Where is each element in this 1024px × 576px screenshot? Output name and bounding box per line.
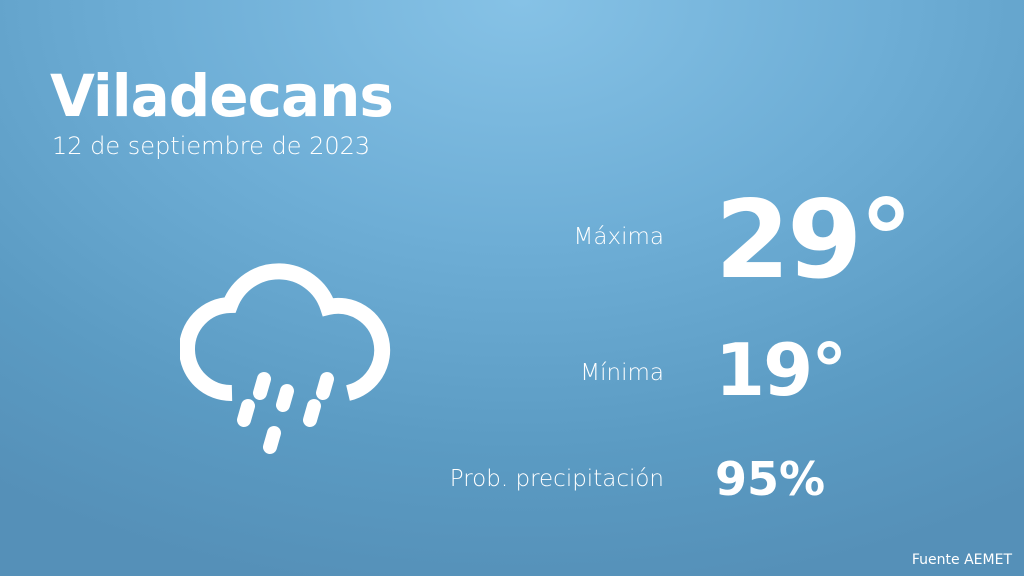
- max-temp-label: Máxima: [573, 224, 664, 250]
- min-temp-value: 19°: [715, 328, 847, 412]
- city-title: Viladecans: [50, 62, 394, 130]
- precip-value: 95%: [715, 452, 826, 506]
- source-credit: Fuente AEMET: [911, 552, 1012, 568]
- precip-label: Prob. precipitación: [449, 466, 664, 492]
- cloud-rain-icon: [180, 263, 391, 454]
- max-temp-value: 29°: [715, 178, 913, 303]
- min-temp-label: Mínima: [580, 360, 664, 386]
- forecast-date: 12 de septiembre de 2023: [52, 132, 371, 160]
